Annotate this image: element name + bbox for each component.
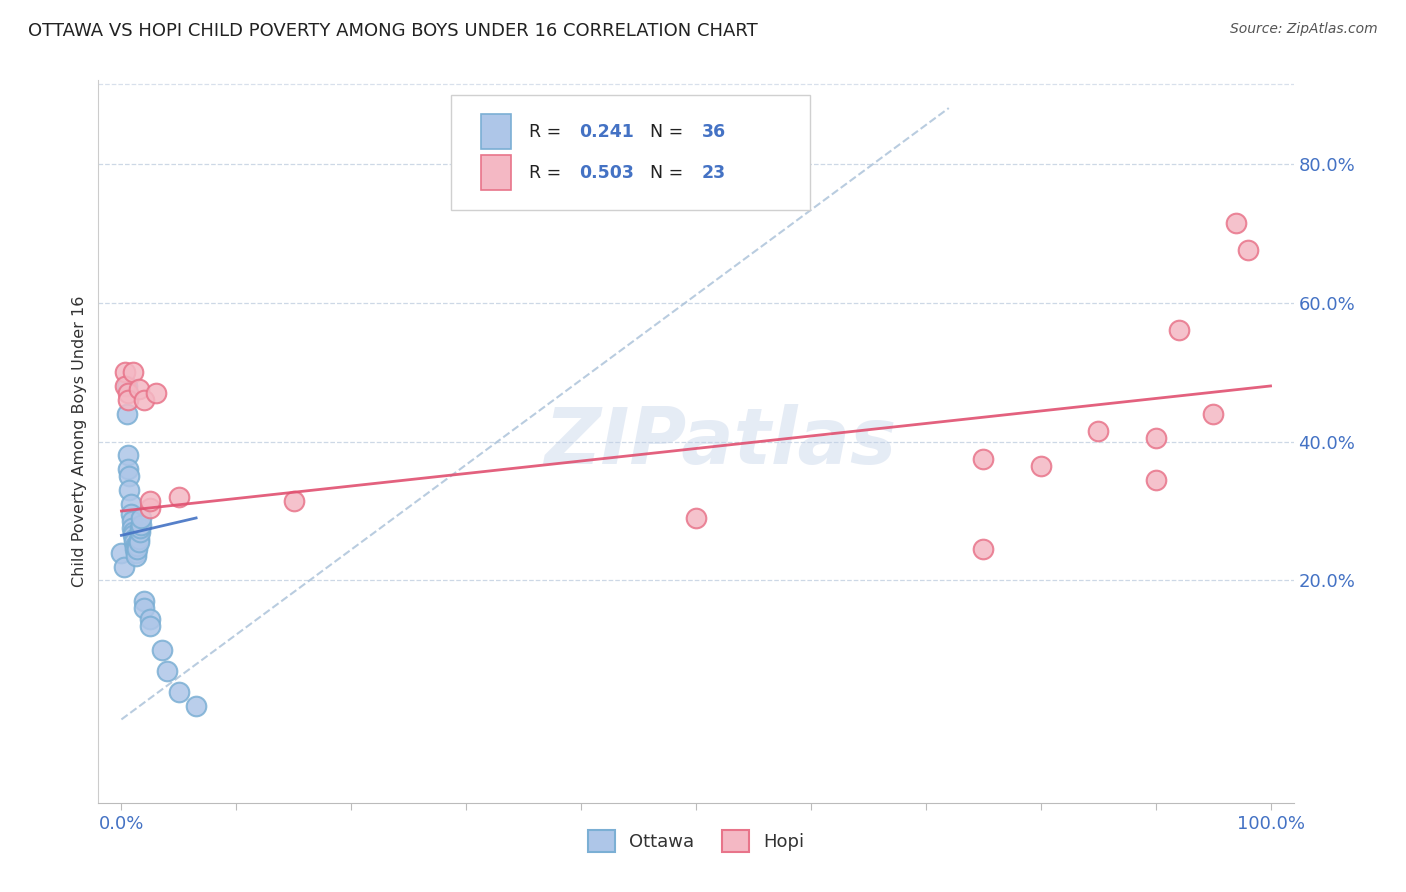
Text: N =: N = xyxy=(638,164,689,182)
Point xyxy=(972,451,994,466)
Y-axis label: Child Poverty Among Boys Under 16: Child Poverty Among Boys Under 16 xyxy=(72,296,87,587)
Point xyxy=(139,493,162,508)
FancyBboxPatch shape xyxy=(451,95,810,211)
Text: ZIPatlas: ZIPatlas xyxy=(544,403,896,480)
Point xyxy=(121,521,143,535)
Point xyxy=(1144,431,1167,445)
FancyBboxPatch shape xyxy=(481,155,510,190)
Point xyxy=(1167,323,1189,337)
Point xyxy=(124,539,146,553)
Point xyxy=(124,542,146,557)
Text: 23: 23 xyxy=(702,164,725,182)
Point xyxy=(129,517,152,532)
Point xyxy=(117,392,139,407)
Point xyxy=(139,500,162,515)
Text: R =: R = xyxy=(529,164,567,182)
Point xyxy=(114,365,136,379)
Point xyxy=(128,535,150,549)
Point xyxy=(1202,407,1225,421)
Point xyxy=(115,407,138,421)
Point xyxy=(128,532,150,546)
Point xyxy=(125,549,148,564)
Point xyxy=(125,546,148,560)
Text: 36: 36 xyxy=(702,122,725,141)
Point xyxy=(122,524,145,539)
Point xyxy=(117,462,139,476)
Point xyxy=(1087,424,1109,438)
Point xyxy=(121,515,143,529)
Text: OTTAWA VS HOPI CHILD POVERTY AMONG BOYS UNDER 16 CORRELATION CHART: OTTAWA VS HOPI CHILD POVERTY AMONG BOYS … xyxy=(28,22,758,40)
Point xyxy=(972,542,994,557)
Point xyxy=(1029,458,1052,473)
Point xyxy=(117,385,139,400)
Point xyxy=(134,392,156,407)
Point xyxy=(127,542,149,557)
Point xyxy=(122,532,145,546)
Point xyxy=(118,469,141,483)
Point xyxy=(128,521,150,535)
Point xyxy=(134,601,156,615)
Point xyxy=(167,684,190,698)
Point xyxy=(115,379,138,393)
Text: R =: R = xyxy=(529,122,567,141)
Point xyxy=(128,383,150,397)
Point xyxy=(110,546,132,560)
Point xyxy=(120,508,142,522)
Point xyxy=(145,385,167,400)
Point xyxy=(127,539,149,553)
Point xyxy=(128,524,150,539)
Point xyxy=(139,618,162,632)
Point xyxy=(114,379,136,393)
Text: N =: N = xyxy=(638,122,689,141)
Point xyxy=(1144,473,1167,487)
Point xyxy=(122,535,145,549)
FancyBboxPatch shape xyxy=(481,114,510,149)
Text: 0.241: 0.241 xyxy=(579,122,634,141)
Point xyxy=(283,493,305,508)
Text: Source: ZipAtlas.com: Source: ZipAtlas.com xyxy=(1230,22,1378,37)
Point xyxy=(139,612,162,626)
Point xyxy=(129,511,152,525)
Point xyxy=(1236,244,1258,258)
Point xyxy=(184,698,207,713)
Point xyxy=(118,483,141,498)
Point xyxy=(120,497,142,511)
Point xyxy=(156,664,179,678)
Point xyxy=(117,449,139,463)
Point xyxy=(122,528,145,542)
Point xyxy=(685,511,707,525)
Point xyxy=(1225,216,1247,230)
Legend: Ottawa, Hopi: Ottawa, Hopi xyxy=(581,822,811,859)
Point xyxy=(167,490,190,504)
Point xyxy=(134,594,156,608)
Text: 0.503: 0.503 xyxy=(579,164,634,182)
Point xyxy=(122,365,145,379)
Point xyxy=(112,559,135,574)
Point xyxy=(150,643,173,657)
